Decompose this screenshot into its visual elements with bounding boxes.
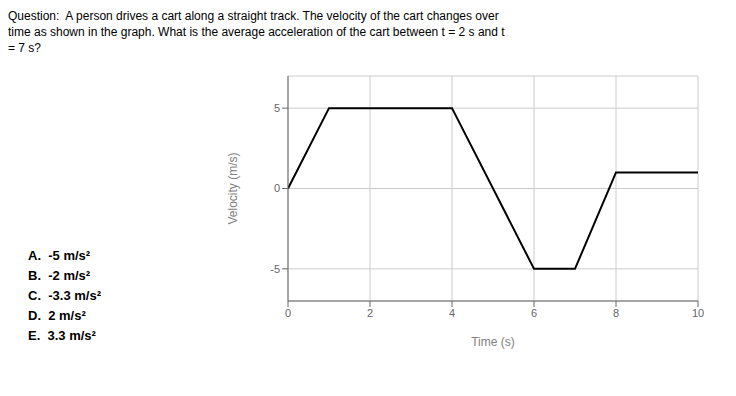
html-text:Question: A person drives a ca: Question: A person drives a cart along a… bbox=[8, 9, 499, 23]
html-text:E. 3.3 m/s²: E. 3.3 m/s² bbox=[28, 328, 96, 343]
svg-text:10: 10 bbox=[692, 307, 704, 319]
svg-text:8: 8 bbox=[613, 307, 619, 319]
html-text:A. -5 m/s²: A. -5 m/s² bbox=[28, 248, 91, 263]
html-text:C. -3.3 m/s²: C. -3.3 m/s² bbox=[28, 288, 101, 303]
svg-text:-5: -5 bbox=[270, 263, 280, 275]
svg-text:Time (s): Time (s) bbox=[471, 335, 515, 349]
html-text:B. -2 m/s²: B. -2 m/s² bbox=[28, 268, 91, 283]
svg-text:2: 2 bbox=[367, 307, 373, 319]
svg-text:6: 6 bbox=[531, 307, 537, 319]
svg-text:0: 0 bbox=[285, 307, 291, 319]
html-text:D. 2 m/s²: D. 2 m/s² bbox=[28, 308, 86, 323]
svg-text:0: 0 bbox=[274, 182, 280, 194]
svg-text:4: 4 bbox=[449, 307, 455, 319]
svg-text:Velocity (m/s): Velocity (m/s) bbox=[226, 152, 240, 224]
html-text:time as shown in the graph. Wh: time as shown in the graph. What is the … bbox=[8, 25, 505, 39]
html-text:= 7 s?: = 7 s? bbox=[8, 41, 41, 55]
svg-text:5: 5 bbox=[274, 102, 280, 114]
